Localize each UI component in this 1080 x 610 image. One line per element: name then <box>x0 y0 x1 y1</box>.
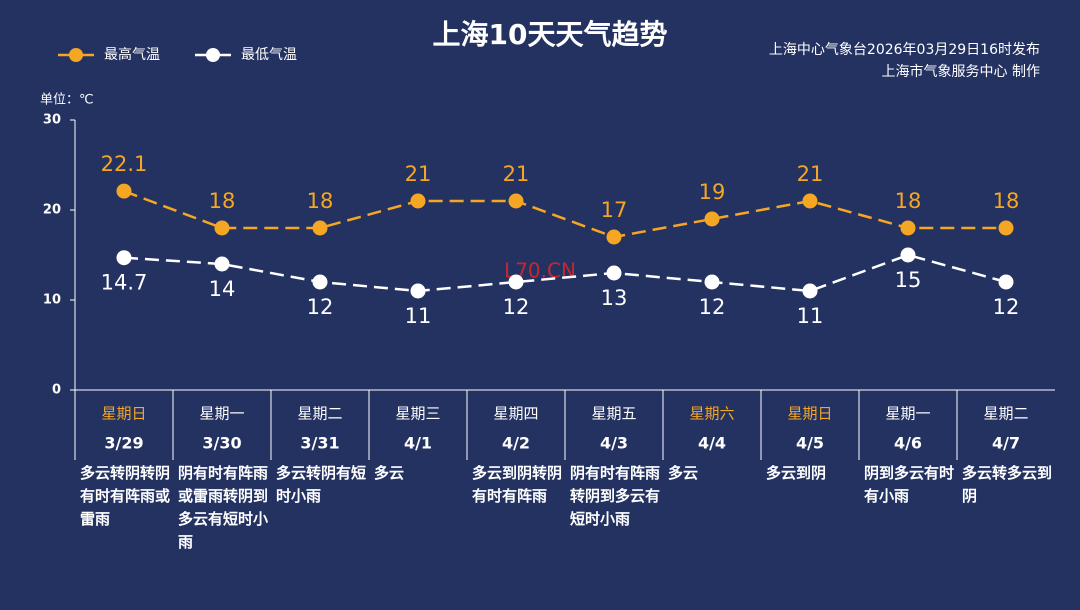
weekday: 星期日 <box>101 405 146 423</box>
chart-title: 上海10天天气趋势 <box>433 18 668 51</box>
source: 上海市气象服务中心 制作 <box>882 63 1040 80</box>
legend-label: 最低气温 <box>241 47 297 63</box>
point <box>606 229 622 245</box>
x-tick-label: 4/5 <box>796 434 824 453</box>
description: 多云转多云到阴 <box>962 464 1053 505</box>
data-label: 21 <box>405 162 432 186</box>
point <box>802 193 818 209</box>
data-label: 18 <box>209 189 236 213</box>
point <box>606 265 622 281</box>
description: 多云 <box>374 464 405 482</box>
y-tick-label: 10 <box>43 293 61 308</box>
series-line <box>123 253 1007 293</box>
point <box>998 274 1014 290</box>
point <box>508 193 524 209</box>
data-label: 11 <box>797 304 824 328</box>
x-tick-label: 4/6 <box>894 434 922 453</box>
point <box>704 274 720 290</box>
data-label: 18 <box>307 189 334 213</box>
description: 阴有时有阵雨转阴到多云有短时小雨 <box>570 464 661 528</box>
point <box>900 220 916 236</box>
data-label: 12 <box>699 295 726 319</box>
weekday: 星期一 <box>885 405 930 423</box>
point <box>116 183 132 199</box>
point <box>214 256 230 272</box>
data-label: 12 <box>503 295 530 319</box>
x-tick-label: 4/2 <box>502 434 530 453</box>
data-label: 18 <box>895 189 922 213</box>
description: 多云转阴转阴有时有阵雨或雷雨 <box>80 464 171 528</box>
data-label: 21 <box>503 162 530 186</box>
x-tick-label: 4/1 <box>404 434 432 453</box>
weekday: 星期三 <box>395 405 440 423</box>
weekday: 星期五 <box>591 405 636 423</box>
point <box>410 283 426 299</box>
legend-marker <box>206 48 220 62</box>
data-label: 12 <box>993 295 1020 319</box>
data-label: 14.7 <box>101 271 148 295</box>
x-tick-label: 4/3 <box>600 434 628 453</box>
data-label: 19 <box>699 180 726 204</box>
y-axis-label: 单位：℃ <box>40 93 94 108</box>
data-label: 18 <box>993 189 1020 213</box>
y-tick-label: 0 <box>52 383 61 398</box>
weekday: 星期六 <box>689 405 734 423</box>
description: 多云转阴有短时小雨 <box>276 464 367 505</box>
x-tick-label: 4/4 <box>698 434 726 453</box>
series-line <box>123 189 1006 239</box>
weekday: 星期四 <box>493 405 538 423</box>
weekday: 星期二 <box>983 405 1028 423</box>
x-tick-label: 3/31 <box>300 434 339 453</box>
x-tick-label: 3/30 <box>202 434 241 453</box>
point <box>312 274 328 290</box>
data-label: 22.1 <box>101 152 148 176</box>
data-label: 21 <box>797 162 824 186</box>
point <box>704 211 720 227</box>
y-tick-label: 20 <box>43 203 61 218</box>
description: 阴到多云有时有小雨 <box>864 464 955 505</box>
point <box>312 220 328 236</box>
point <box>214 220 230 236</box>
legend-marker <box>69 48 83 62</box>
data-label: 17 <box>601 198 628 222</box>
description: 多云到阴转阴有时有阵雨 <box>472 464 563 505</box>
data-label: 12 <box>307 295 334 319</box>
description: 多云到阴 <box>766 464 827 482</box>
data-label: 11 <box>405 304 432 328</box>
data-label: 13 <box>601 286 628 310</box>
legend-label: 最高气温 <box>104 46 160 63</box>
description: 多云 <box>668 464 699 482</box>
weekday: 星期二 <box>297 405 342 423</box>
source: 上海中心气象台2026年03月29日16时发布 <box>769 42 1040 58</box>
data-label: 14 <box>209 277 236 301</box>
point <box>116 250 132 266</box>
point <box>410 193 426 209</box>
point <box>998 220 1014 236</box>
x-tick-label: 4/7 <box>992 434 1020 453</box>
data-label: 15 <box>895 268 922 292</box>
description: 阴有时有阵雨或雷雨转阴到多云有短时小雨 <box>178 464 269 551</box>
weekday: 星期一 <box>199 405 244 423</box>
x-tick-label: 3/29 <box>104 434 143 453</box>
point <box>508 274 524 290</box>
weekday: 星期日 <box>787 405 832 423</box>
point <box>900 247 916 263</box>
point <box>802 283 818 299</box>
y-tick-label: 30 <box>43 113 61 128</box>
